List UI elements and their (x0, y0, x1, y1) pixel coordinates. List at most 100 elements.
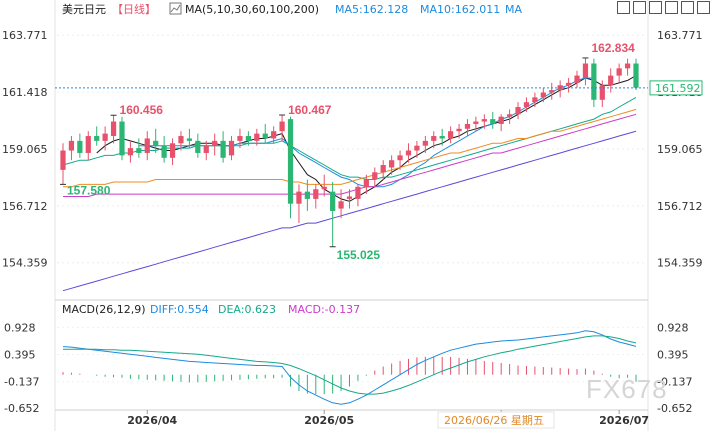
candle-body (127, 148, 134, 156)
candle-body (540, 92, 546, 98)
candle (346, 189, 353, 209)
drag-icon[interactable] (649, 1, 662, 14)
macd-tick-right: -0.652 (657, 402, 692, 415)
candle-body (414, 145, 420, 151)
candle-body (616, 68, 622, 76)
candle-body (220, 140, 226, 158)
candle (127, 140, 134, 163)
fullscreen-icon[interactable] (681, 1, 694, 14)
candle (540, 87, 546, 103)
ma-settings-icon[interactable] (169, 2, 182, 15)
price-annotations: 160.456 160.467 157.580 155.025 162.834 (60, 41, 635, 262)
price-tick-right: 159.065 (657, 143, 703, 156)
candle (220, 131, 226, 163)
settings-icon[interactable] (697, 1, 710, 14)
candle-body (254, 133, 260, 141)
macd-tick-right: 0.928 (657, 321, 689, 334)
candle (228, 136, 235, 161)
candle (490, 111, 496, 129)
candle (405, 143, 412, 163)
price-tick-left: 156.712 (2, 200, 48, 213)
candle-body (186, 138, 193, 141)
grid-lines (57, 34, 646, 264)
candle-body (506, 114, 513, 117)
zoom-out-icon[interactable] (633, 1, 646, 14)
watermark: FX678 (586, 374, 668, 404)
annotation-low1: 157.580 (67, 183, 111, 197)
candle-body (389, 160, 395, 168)
candle-body (405, 150, 412, 156)
macd-tick-right: -0.137 (657, 376, 692, 389)
price-tick-right: 156.712 (657, 200, 703, 213)
candle-body (94, 136, 100, 141)
crosshair-date-box: 2026/06/26 星期五 (437, 411, 555, 429)
candle-body (136, 148, 142, 153)
candle (94, 126, 100, 146)
candle-body (338, 201, 344, 209)
candle-body (464, 123, 471, 129)
candle-body (599, 85, 605, 100)
candle (624, 58, 631, 76)
ma-more-label: MA (505, 3, 522, 16)
date-tick-label: 2026/05 (304, 414, 354, 427)
candle-body (102, 133, 108, 141)
current-price-value: 161.592 (655, 82, 701, 95)
candle (169, 138, 176, 166)
candle (178, 131, 184, 151)
candle-body (330, 191, 336, 211)
candle-body (161, 145, 167, 158)
macd-tick-left: 0.928 (4, 321, 36, 334)
candlestick-series[interactable] (60, 57, 639, 247)
candle (60, 143, 66, 185)
candle-body (153, 140, 159, 146)
candle-body (119, 121, 125, 156)
candle (574, 70, 580, 88)
ma10-line (138, 77, 594, 188)
candle-body (380, 165, 386, 173)
candle-body (431, 136, 437, 141)
candle-body (582, 63, 589, 79)
candle (549, 82, 555, 100)
price-tick-left: 154.359 (2, 257, 48, 270)
candle (195, 133, 201, 158)
candle (119, 116, 125, 161)
candle (557, 80, 563, 98)
candle (304, 179, 310, 211)
candle-body (178, 136, 184, 144)
reset-icon[interactable] (665, 1, 678, 14)
candle (321, 174, 327, 197)
macd-tick-left: -0.137 (4, 376, 39, 389)
candle (153, 128, 159, 153)
candle-body (456, 128, 462, 132)
macd-dea-line (63, 335, 637, 395)
candle (582, 57, 589, 86)
candle-body (523, 102, 530, 108)
candle-body (498, 116, 504, 124)
candle-body (304, 191, 310, 199)
candle (633, 58, 639, 91)
candle-body (203, 145, 209, 153)
candle (203, 140, 209, 161)
candle-body (363, 179, 369, 187)
candle (481, 114, 487, 129)
price-axis-left: 163.771 161.418 159.065 156.712 154.359 (2, 29, 48, 270)
period-label[interactable]: 【日线】 (112, 2, 156, 16)
candle-body (237, 136, 243, 141)
candle (431, 131, 437, 149)
candle (102, 126, 108, 151)
candle (372, 167, 378, 187)
chart-toolbar (617, 1, 713, 17)
price-tick-left: 163.771 (2, 29, 48, 42)
candle-body (60, 150, 66, 170)
candle (439, 128, 445, 146)
candle (380, 160, 386, 180)
macd-tick-left: -0.652 (4, 402, 39, 415)
candle-body (372, 172, 378, 180)
candle (389, 155, 395, 175)
candle (161, 136, 167, 163)
candle (237, 128, 243, 149)
zoom-in-icon[interactable] (617, 1, 630, 14)
candle (186, 128, 193, 149)
